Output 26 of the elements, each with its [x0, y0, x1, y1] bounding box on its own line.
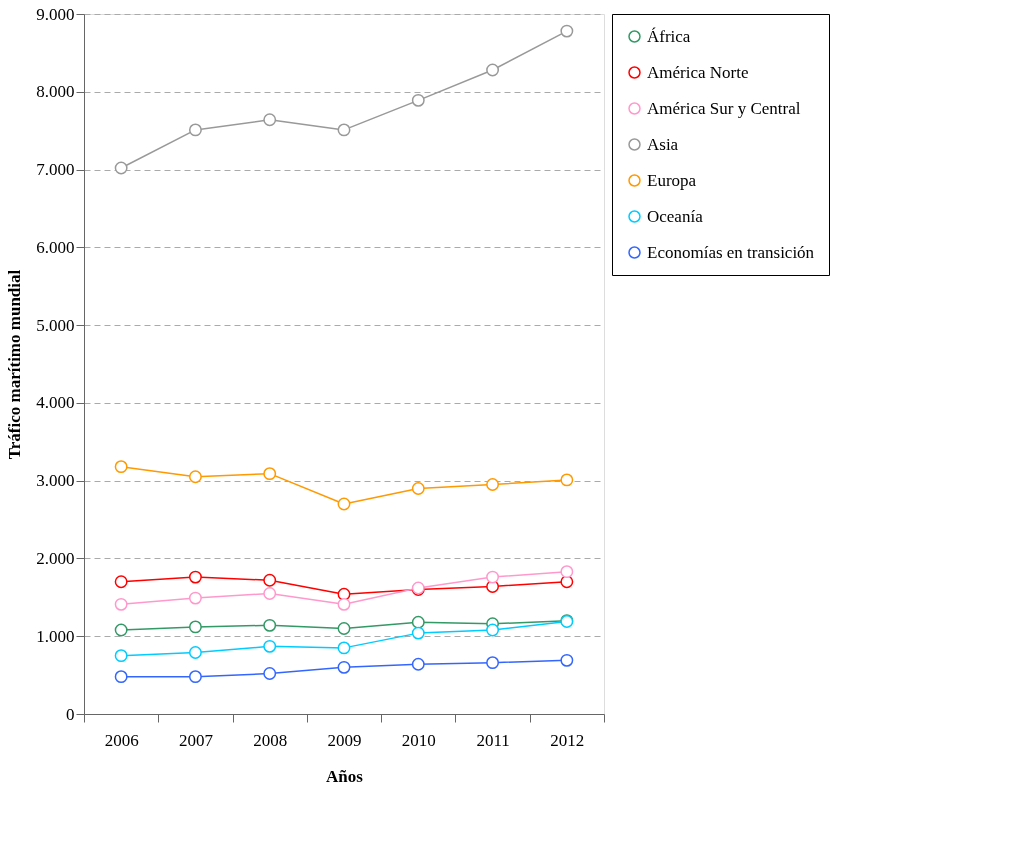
- x-tick-label: 2007: [178, 730, 214, 750]
- legend-label: Oceanía: [647, 206, 704, 226]
- x-tick-label: 2009: [327, 730, 362, 750]
- y-tick-label: 2.000: [36, 548, 75, 568]
- legend-label: Asia: [647, 134, 679, 154]
- y-axis-title: Tráfico marítimo mundial: [5, 269, 25, 460]
- y-tick-label: 6.000: [36, 237, 75, 257]
- legend-label: Europa: [647, 170, 697, 190]
- y-tick-label: 8.000: [36, 82, 75, 102]
- x-tick-label: 2011: [476, 730, 510, 750]
- y-tick-label: 3.000: [36, 471, 75, 491]
- y-tick-label: 7.000: [36, 160, 75, 180]
- y-tick-label: 0: [66, 704, 75, 724]
- y-tick-label: 1.000: [36, 626, 75, 646]
- legend-label: América Norte: [647, 62, 749, 82]
- legend-label: África: [647, 26, 691, 46]
- legend-label: Economías en transición: [647, 242, 815, 262]
- x-axis-title: Años: [326, 766, 364, 786]
- x-tick-label: 2012: [550, 730, 585, 750]
- y-tick-label: 4.000: [36, 393, 75, 413]
- y-tick-label: 5.000: [36, 315, 75, 335]
- x-tick-label: 2006: [104, 730, 139, 750]
- legend-label: América Sur y Central: [647, 98, 801, 118]
- x-tick-label: 2010: [401, 730, 436, 750]
- y-tick-label: 9.000: [36, 4, 75, 24]
- x-tick-label: 2008: [253, 730, 288, 750]
